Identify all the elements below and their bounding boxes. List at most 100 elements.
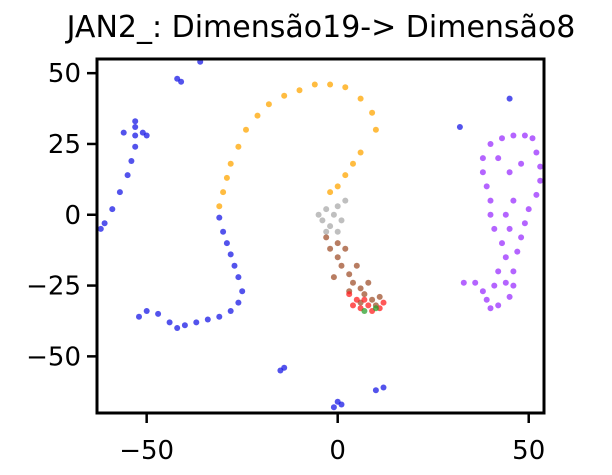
scatter-point [243,126,249,133]
scatter-point [491,282,498,289]
scatter-point [350,160,356,167]
scatter-point [376,293,383,300]
scatter-point [327,245,334,252]
scatter-point [357,285,364,292]
scatter-point [120,129,127,136]
scatter-point [495,155,502,162]
scatter-point [506,293,513,300]
scatter-point [227,160,234,167]
scatter-point [350,279,356,286]
scatter-point [132,118,139,125]
scatter-point [124,172,131,179]
scatter-point [380,299,387,306]
scatter-point [181,322,188,329]
scatter-point [479,288,486,295]
scatter-point [235,299,242,306]
scatter-point [166,319,173,326]
scatter-point [330,211,337,218]
scatter-point [155,310,162,317]
scatter-point [460,279,467,286]
scatter-point [346,291,353,298]
scatter-point [330,274,337,281]
scatter-point [132,124,139,130]
y-tick-label: 50 [48,59,81,89]
scatter-point [334,254,341,261]
chart-title: JAN2_: Dimensão19-> Dimensão8 [65,10,576,45]
scatter-point [128,158,135,164]
scatter-point [323,234,330,241]
scatter-point [353,296,360,303]
scatter-point [483,296,490,303]
scatter-point [338,262,345,269]
scatter-point [174,325,181,331]
scatter-point [510,268,517,275]
scatter-point [487,305,494,312]
scatter-point [216,214,223,221]
scatter-point [330,404,337,411]
x-tick-label: −50 [119,436,174,466]
x-tick-label: 50 [512,436,545,466]
scatter-point [487,141,494,147]
scatter-point [178,78,185,85]
scatter-point [116,189,123,196]
scatter-point [502,254,509,261]
scatter-point [518,160,525,167]
scatter-point [472,279,479,286]
scatter-point [334,183,341,190]
y-tick-label: −25 [26,272,81,302]
scatter-point [518,234,525,241]
scatter-point [338,401,345,408]
scatter-point [529,135,536,142]
scatter-point [277,367,284,374]
scatter-point [227,251,234,258]
scatter-point [323,206,330,213]
scatter-point [533,191,540,198]
scatter-point [372,126,379,133]
scatter-point [499,135,505,142]
scatter-point [323,228,330,235]
scatter-point [357,149,364,156]
scatter-point [143,132,150,139]
scatter-point [357,95,364,102]
scatter-point [495,268,502,275]
scatter-point [506,169,513,176]
scatter-point [132,143,139,150]
scatter-point [487,211,494,218]
scatter-point [361,291,368,298]
scatter-point [510,197,517,204]
scatter-point [319,217,326,224]
scatter-point [342,84,349,91]
scatter-point [334,240,341,247]
scatter-point [350,302,356,309]
y-tick-label: 0 [64,201,81,231]
scatter-point [537,177,544,184]
scatter-point [506,225,513,232]
scatter-point [204,316,211,323]
scatter-point [521,132,528,139]
scatter-point [479,155,486,162]
scatter-point [479,169,486,176]
scatter-point [525,206,532,213]
scatter-point [327,189,334,196]
scatter-point [342,245,349,252]
scatter-point [101,220,108,227]
scatter-point [365,279,372,286]
scatter-point [143,308,150,314]
scatter-point [537,163,544,170]
scatter-point [502,279,509,286]
scatter-point [296,87,303,94]
scatter-point [369,296,376,303]
scatter-point [223,240,230,247]
y-tick-label: 25 [48,130,81,160]
x-tick-label: 0 [329,436,346,466]
y-tick-label: −50 [26,342,81,372]
scatter-point [231,262,238,269]
scatter-point [132,132,139,139]
scatter-point [334,203,341,210]
scatter-point [353,262,360,269]
scatter-point [342,197,349,204]
scatter-point [216,313,223,320]
scatter-point [510,282,517,289]
scatter-point [510,132,517,139]
